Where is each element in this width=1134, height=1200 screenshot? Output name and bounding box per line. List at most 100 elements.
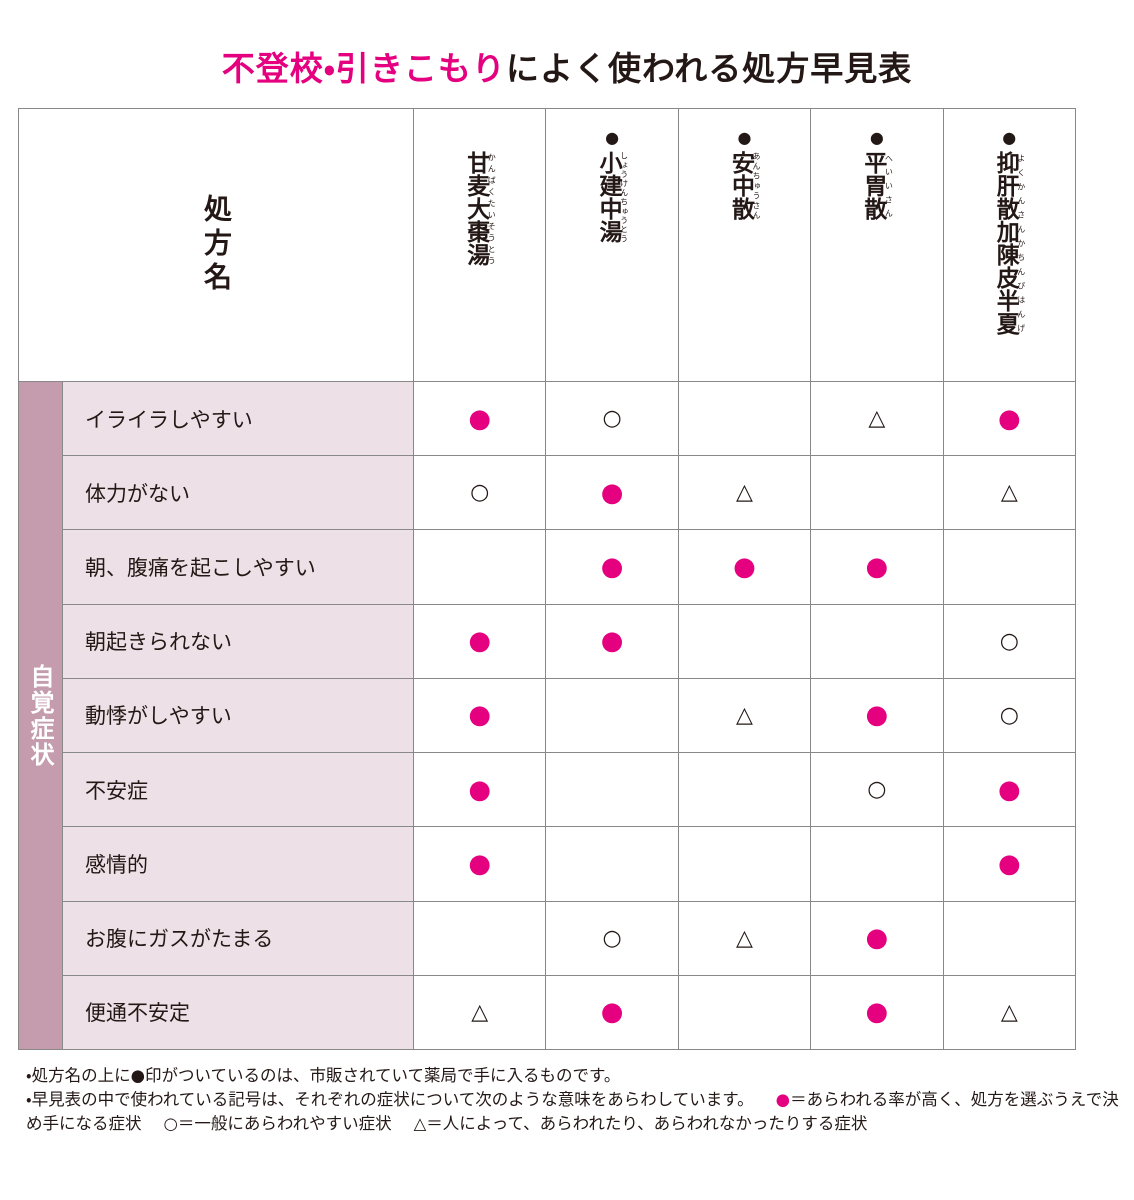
table-cell: △ (678, 678, 812, 754)
symbol: ● (997, 774, 1021, 805)
symptom-label: お腹にガスがたまる (85, 927, 274, 952)
note: ・処方名の上に●印がついているのは、市販されていて薬局で手に入るものです。 (26, 1064, 1126, 1088)
symbol: ○ (602, 406, 622, 432)
symbol: ● (468, 626, 492, 657)
symptom-label: 不安症 (85, 778, 148, 803)
table-cell: ● (678, 530, 812, 605)
drug-name: 小建中湯しょうけんちゅうとう (595, 151, 629, 243)
table-cell: ○ (943, 604, 1076, 679)
symbol: △ (736, 702, 753, 728)
table-cell: ○ (943, 678, 1076, 754)
symbol: ● (865, 997, 889, 1028)
symbol: ● (468, 848, 492, 879)
table-cell (546, 678, 679, 754)
column-header: ● 小建中湯しょうけんちゅうとう (546, 109, 679, 382)
title-rest: によく使われる処方早見表 (505, 49, 913, 88)
note-text: ・処方名の上に●印がついているのは、市販されていて薬局で手に入るものです。 (26, 1066, 621, 1085)
table-cell (811, 456, 944, 531)
symptom-label: 朝、腹痛を起こしやすい (85, 556, 316, 581)
symbol: △ (1000, 480, 1018, 506)
table-cell: △ (811, 382, 944, 457)
symptom-label: 感情的 (85, 852, 148, 877)
symbol: ○ (470, 480, 490, 506)
table-cell: ● (414, 678, 547, 754)
drug-ruby: 平胃散へいいさん (859, 151, 894, 220)
table-cell (811, 604, 944, 679)
table-cell: △ (414, 975, 547, 1050)
legend-item: ●＝あらわれる率が高く、処方を選ぶうえで決め手になる症状 (26, 1090, 1119, 1133)
table-cell (546, 827, 679, 902)
drug-reading: あんちゅうさん (751, 151, 761, 220)
drug-name: 平胃散へいいさん (859, 151, 894, 220)
corner-label: 処方名 (200, 194, 233, 296)
otc-mark: ● (869, 128, 884, 147)
drug-reading: へいいさん (884, 151, 894, 220)
symbol: ● (600, 477, 624, 508)
note: ・早見表の中で使われている記号は、それぞれの症状について次のような意味をあらわし… (26, 1088, 1126, 1136)
legend-symbol: ● (775, 1090, 791, 1109)
legend-symbol: ○ (163, 1114, 178, 1133)
table-cell (414, 901, 547, 976)
table-cell: ○ (546, 901, 679, 976)
drug-name-text: 平胃散 (859, 151, 886, 220)
symptom-cell: 朝、腹痛を起こしやすい (63, 530, 414, 605)
table-cell: ● (811, 975, 944, 1050)
table-cell: △ (943, 456, 1076, 531)
table-cell (414, 530, 547, 605)
table: 処方名 甘麦大棗湯かんばくたいそうとう ● 小建中湯しょうけんちゅうとう ● 安中散あん… (18, 108, 1076, 1050)
table-cell (678, 604, 812, 679)
symbol: ● (997, 848, 1021, 879)
table-cell (811, 827, 944, 902)
symptom-label: 朝起きられない (85, 630, 232, 655)
drug-name: 甘麦大棗湯かんばくたいそうとう (463, 151, 497, 266)
symptom-cell: イライラしやすい (63, 382, 414, 457)
symbol: ● (600, 997, 624, 1028)
table-cell: ● (414, 604, 547, 679)
symptom-cell: 体力がない (63, 456, 414, 531)
table-cell: ● (811, 901, 944, 976)
symptom-cell: 不安症 (63, 753, 414, 828)
symptom-cell: 便通不安定 (63, 975, 414, 1050)
symptom-cell: お腹にガスがたまる (63, 901, 414, 976)
drug-reading: かんばくたいそうとう (487, 151, 497, 266)
symbol: ● (865, 552, 889, 583)
drug-name-text: 小建中湯 (595, 151, 622, 243)
table-cell: ● (546, 530, 679, 605)
table-cell: ● (414, 827, 547, 902)
column-header: ● 平胃散へいいさん (811, 109, 944, 382)
symptom-label: イライラしやすい (85, 407, 253, 432)
symbol: △ (471, 999, 489, 1025)
table-cell: ● (811, 678, 944, 754)
table-cell: ○ (811, 753, 944, 828)
drug-ruby: 甘麦大棗湯かんばくたいそうとう (463, 151, 497, 266)
symbol: ○ (602, 925, 622, 951)
symptom-label: 便通不安定 (85, 1001, 190, 1026)
table-cell: △ (943, 975, 1076, 1050)
table-cell: ○ (546, 382, 679, 457)
note-text: ・早見表の中で使われている記号は、それぞれの症状について次のような意味をあらわし… (26, 1090, 754, 1109)
symbol: ● (600, 626, 624, 657)
legend-meaning: ＝あらわれる率が高く、処方を選ぶうえで決め手になる症状 (26, 1090, 1119, 1133)
side-cell: 自覚症状 (19, 382, 63, 1050)
legend-item: △＝人によって、あらわれたり、あらわれなかったりする症状 (414, 1114, 868, 1133)
table-cell (943, 530, 1076, 605)
table-cell (678, 382, 812, 457)
symbol: △ (868, 406, 886, 432)
table-cell (678, 975, 812, 1050)
drug-reading: よくかんさんかちんぴはんげ (1016, 151, 1026, 335)
table-cell: ● (546, 975, 679, 1050)
table-cell: ● (943, 382, 1076, 457)
column-header: 甘麦大棗湯かんばくたいそうとう (414, 109, 547, 382)
table-cell (678, 753, 812, 828)
drug-name-text: 安中散 (727, 151, 754, 220)
symbol: ● (865, 700, 889, 731)
symbol: ● (865, 923, 889, 954)
table-cell: ● (943, 753, 1076, 828)
table-cell: △ (678, 901, 812, 976)
column-header: ● 抑肝散加陳皮半夏よくかんさんかちんぴはんげ (943, 109, 1076, 382)
symptom-cell: 朝起きられない (63, 604, 414, 679)
symbol: △ (1000, 999, 1018, 1025)
table-cell (943, 901, 1076, 976)
table-cell: ● (811, 530, 944, 605)
